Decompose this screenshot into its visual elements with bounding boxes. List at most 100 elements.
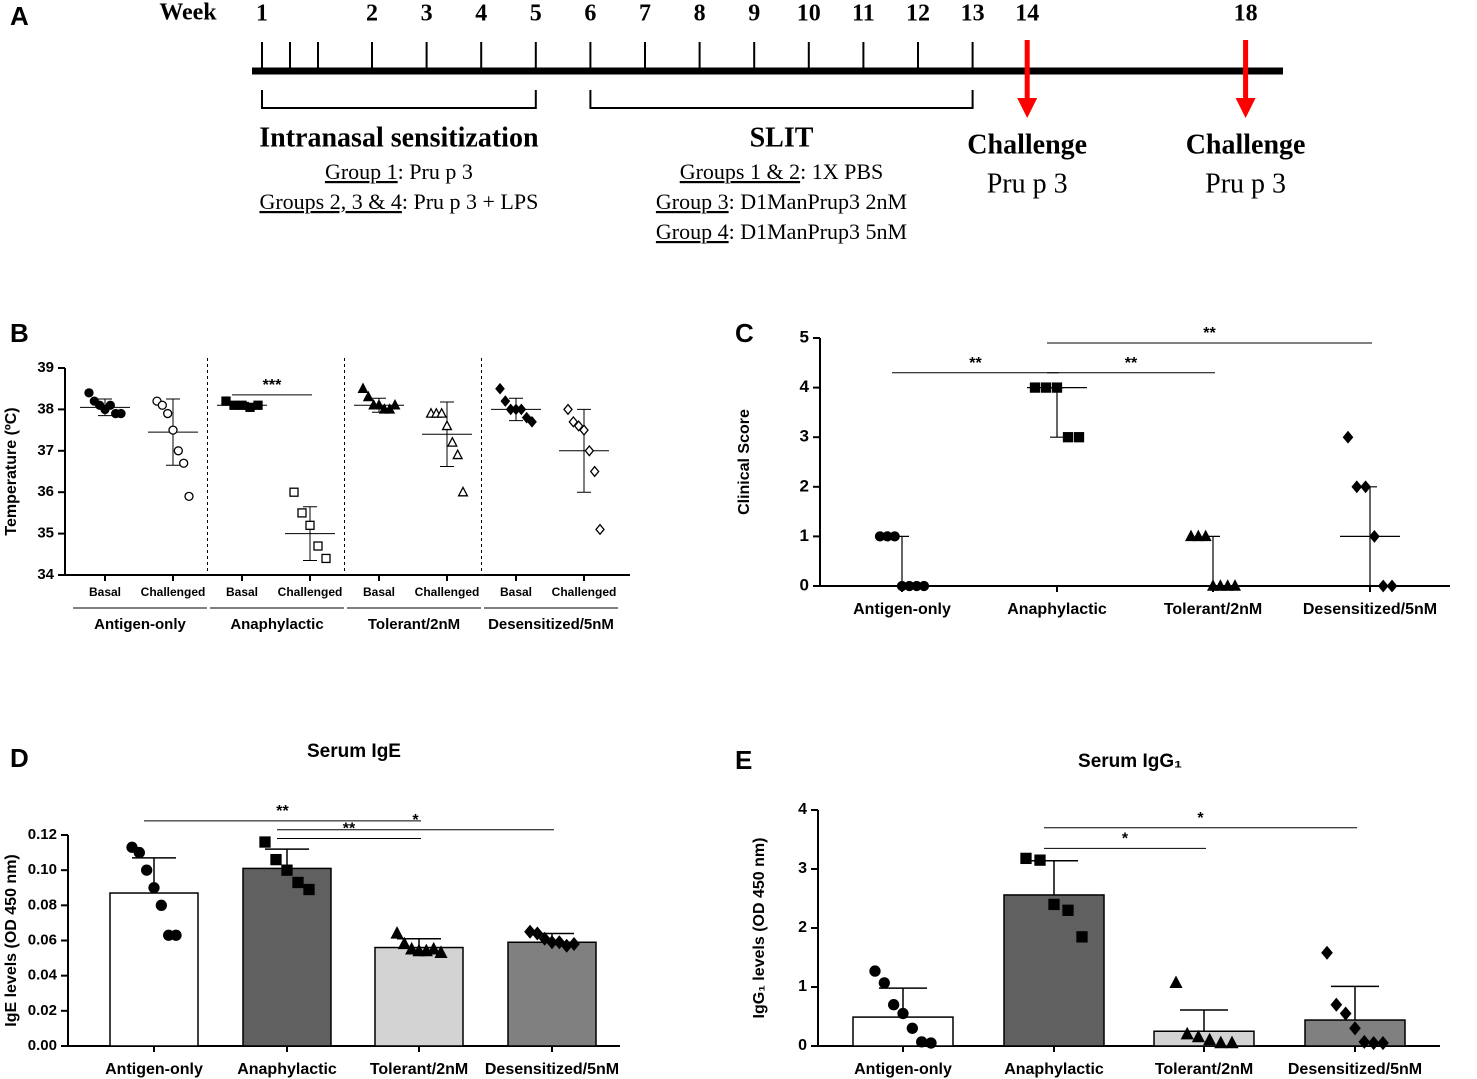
- data-point: [397, 936, 411, 950]
- data-point: [357, 382, 369, 393]
- data-point: [538, 931, 551, 946]
- x-tick-label: Desensitized/5nM: [485, 1061, 619, 1078]
- y-tick-label: 0: [798, 1037, 807, 1054]
- data-point: [229, 400, 239, 410]
- x-tick-label: Challenged: [141, 585, 206, 599]
- data-point: [1214, 579, 1227, 591]
- error-bar: [1180, 1009, 1228, 1032]
- error-bar: [303, 506, 317, 562]
- error-bar: [440, 401, 454, 468]
- phase-line: Groups 2, 3 & 4: Pru p 3 + LPS: [259, 189, 538, 214]
- data-point: [1020, 852, 1032, 865]
- data-point: [888, 999, 900, 1011]
- phase-line: Groups 1 & 2: 1X PBS: [680, 159, 884, 184]
- data-point: [1192, 529, 1205, 542]
- significance-label: **: [1125, 355, 1138, 372]
- y-tick-label: 37: [37, 442, 54, 459]
- x-tick-label: Desensitized/5nM: [1288, 1061, 1422, 1078]
- y-tick-label: 3: [798, 860, 807, 877]
- phase-title: SLIT: [750, 122, 814, 153]
- bar: [374, 946, 464, 1047]
- data-point: [168, 425, 178, 435]
- data-point: [1040, 382, 1052, 393]
- data-point: [163, 408, 173, 419]
- data-point: [116, 408, 126, 419]
- y-tick-label: 38: [37, 400, 54, 417]
- error-bar: [1331, 985, 1379, 1021]
- x-tick-label: Anaphylactic: [1007, 601, 1107, 618]
- data-point: [563, 403, 573, 416]
- data-point: [1199, 529, 1212, 542]
- data-point: [105, 400, 115, 410]
- group-treatment: : D1ManPrup3 2nM: [729, 189, 907, 214]
- group-label: Tolerant/2nM: [368, 616, 460, 633]
- y-tick-label: 4: [798, 801, 807, 818]
- x-tick-label: Basal: [500, 585, 532, 599]
- data-point: [1228, 579, 1242, 591]
- week-number: 10: [797, 1, 821, 27]
- y-tick-label: 2: [800, 476, 809, 495]
- phase-line: Group 3: D1ManPrup3 2nM: [656, 189, 907, 214]
- data-point: [1034, 854, 1046, 866]
- panel-letter: A: [10, 1, 29, 31]
- y-tick-label: 34: [37, 566, 54, 583]
- phase-title: Intranasal sensitization: [259, 122, 539, 153]
- data-point: [1029, 382, 1041, 393]
- group-label: Desensitized/5nM: [488, 616, 614, 633]
- x-tick-label: Tolerant/2nM: [1164, 601, 1262, 618]
- data-point: [292, 876, 304, 889]
- y-tick-label: 36: [37, 483, 54, 500]
- group-label: Anaphylactic: [230, 616, 323, 633]
- data-point: [390, 926, 404, 939]
- group-name: Group 3: [656, 189, 729, 214]
- data-point: [1203, 1032, 1217, 1046]
- y-tick-label: 1: [798, 978, 807, 995]
- data-point: [500, 395, 511, 407]
- data-point: [1339, 1006, 1352, 1021]
- x-tick-label: Anaphylactic: [237, 1061, 337, 1078]
- x-tick-label: Antigen-only: [105, 1061, 203, 1078]
- data-point: [305, 520, 315, 530]
- data-point: [916, 1036, 928, 1048]
- y-tick-label: 0.06: [28, 931, 57, 948]
- data-point: [1051, 382, 1063, 393]
- group-label: Antigen-only: [94, 616, 186, 633]
- x-tick-label: Basal: [89, 585, 121, 599]
- data-point: [869, 965, 881, 977]
- error-bar: [577, 408, 591, 493]
- significance-label: **: [969, 355, 982, 372]
- data-point: [221, 396, 231, 406]
- y-tick-label: 0.04: [28, 967, 58, 984]
- data-point: [173, 446, 183, 456]
- challenge-label: Challenge: [1186, 129, 1306, 160]
- data-point: [446, 436, 458, 447]
- data-point: [589, 465, 600, 478]
- x-tick-label: Challenged: [278, 585, 343, 599]
- data-point: [148, 882, 160, 894]
- y-tick-label: 0.10: [28, 861, 57, 878]
- y-tick-label: 0.00: [28, 1037, 57, 1054]
- x-tick-label: Anaphylactic: [1004, 1061, 1104, 1078]
- panel-letter: E: [735, 745, 752, 775]
- data-point: [184, 491, 194, 501]
- data-point: [925, 1037, 937, 1049]
- data-point: [270, 853, 282, 866]
- range-bar: [1050, 387, 1064, 438]
- data-point: [524, 924, 536, 939]
- week-number: 3: [421, 1, 433, 27]
- data-point: [1377, 579, 1389, 593]
- data-point: [436, 407, 448, 418]
- week-number: 13: [961, 1, 985, 27]
- data-point: [434, 945, 448, 958]
- data-point: [1321, 945, 1333, 960]
- data-point: [253, 400, 263, 410]
- week-number: 6: [584, 1, 596, 27]
- group-name: Group 1: [325, 159, 398, 184]
- x-tick-label: Antigen-only: [853, 601, 951, 618]
- data-point: [1360, 480, 1371, 494]
- week-number: 18: [1234, 1, 1258, 27]
- x-tick-label: Desensitized/5nM: [1303, 601, 1437, 618]
- phase-line: Group 1: Pru p 3: [325, 159, 473, 184]
- data-point: [889, 531, 900, 542]
